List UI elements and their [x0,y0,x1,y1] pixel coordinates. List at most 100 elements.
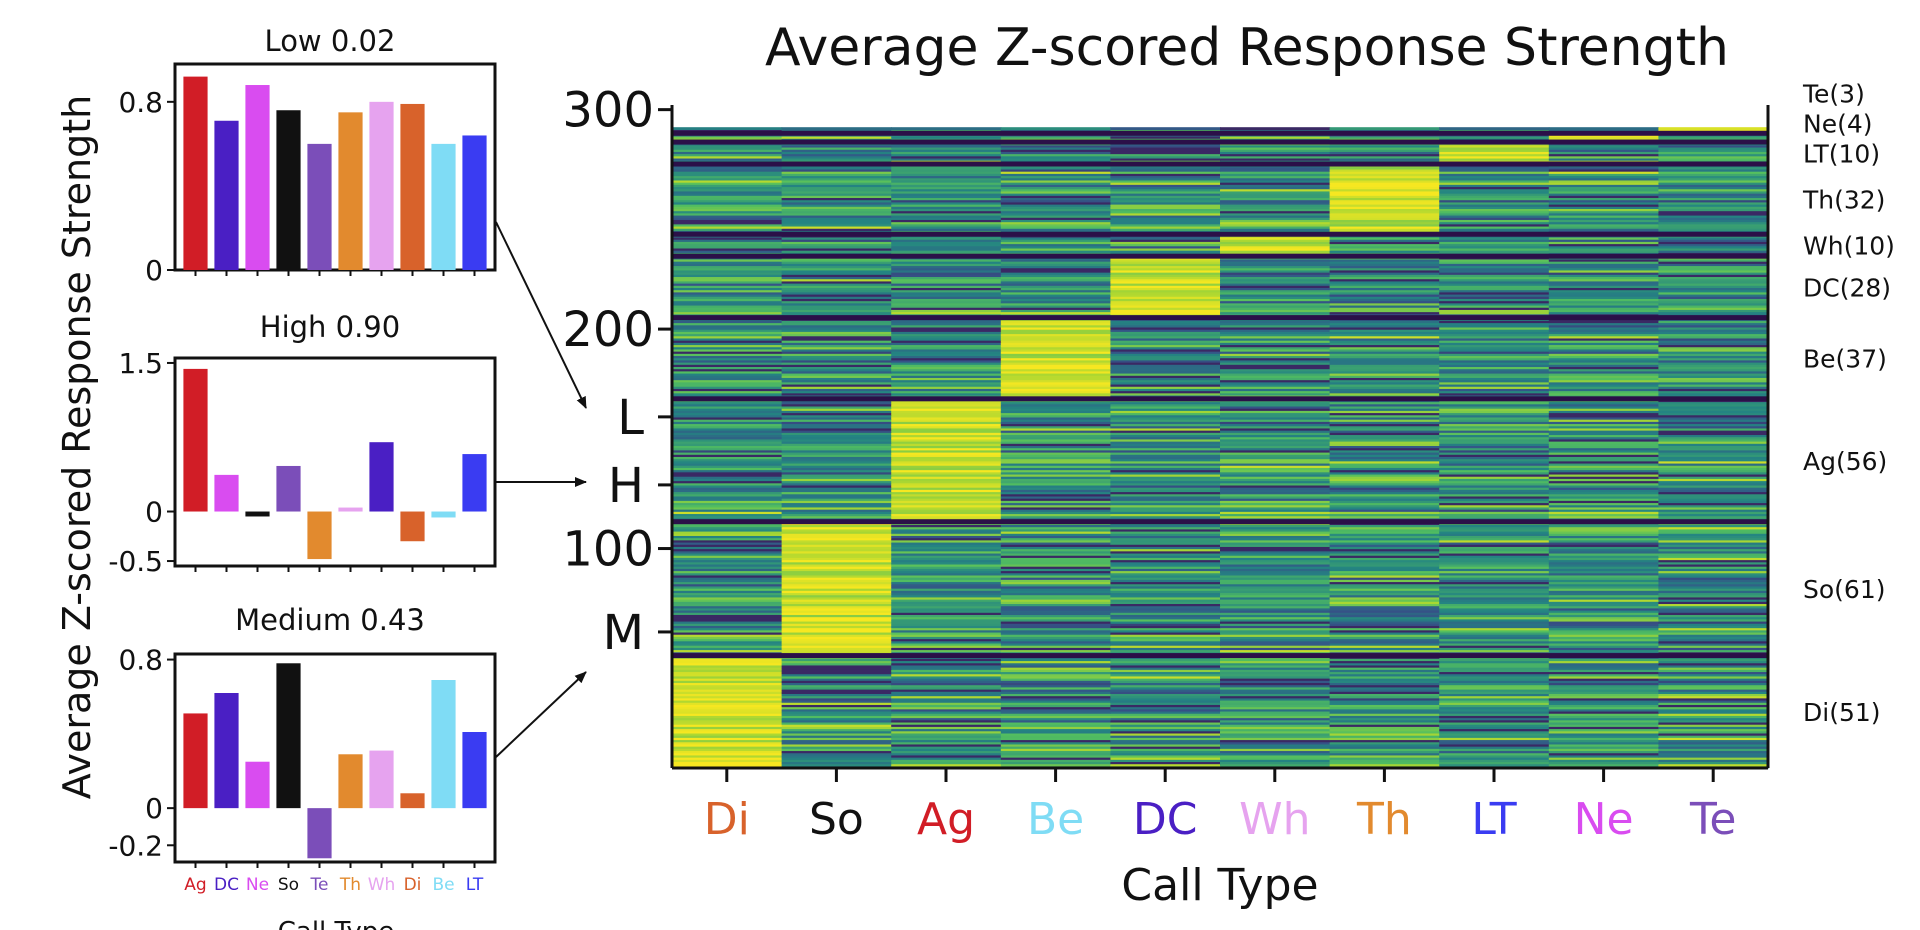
heatmap-cell [1658,274,1769,278]
heatmap-cell [1439,372,1550,376]
heatmap-cell [672,280,783,284]
heatmap-cell [672,550,783,554]
heatmap-cell [1000,645,1111,648]
heatmap-cell [891,392,1002,396]
heatmap-cell [1548,693,1659,697]
heatmap-cell [1220,642,1331,646]
heatmap-cell [1110,342,1221,346]
heatmap-cell [1658,737,1769,741]
heatmap-cell [891,454,1002,457]
heatmap-cell [1000,469,1111,473]
heatmap-cell [1000,491,1111,495]
heatmap-cell [891,627,1002,631]
heatmap-cell [781,737,892,741]
heatmap-cell [1110,285,1221,288]
heatmap-cell [1110,465,1221,468]
heatmap-cell [891,228,1002,231]
heatmap-cell [672,333,783,337]
heatmap-cell [672,660,783,664]
bar-so [276,110,301,270]
heatmap-cell [1329,225,1440,229]
heatmap-cell [1439,179,1550,183]
heatmap-cell [672,166,783,170]
heatmap-cell [781,642,892,646]
heatmap-cell [672,383,783,387]
heatmap-cell [1000,401,1111,405]
heatmap-cell [1548,715,1659,719]
heatmap-cell [891,300,1002,304]
heatmap-cell [1000,348,1111,352]
heatmap-cell [1439,311,1550,315]
heatmap-cell [1439,544,1550,547]
heatmap-cell [781,239,892,242]
heatmap-cell [1329,642,1440,646]
bar-be [431,680,456,809]
heatmap-cell [1439,763,1550,767]
heatmap-cell [672,688,783,692]
heatmap-cell [1439,296,1550,299]
heatmap-cell [1658,640,1769,644]
heatmap-cell [672,504,783,508]
heatmap-cell [1329,333,1440,337]
heatmap-cell [672,680,783,684]
heatmap-cell [891,526,1002,530]
heatmap-cell [891,414,1002,418]
heatmap-cell [891,309,1002,313]
heatmap-cell [1329,636,1440,640]
heatmap-cell [1329,208,1440,212]
heatmap-cell [891,346,1002,350]
heatmap-cell [1110,337,1221,341]
heatmap-cell [1658,309,1769,313]
heatmap-cell [1439,401,1550,405]
heatmap-cell [1220,421,1331,425]
heatmap-cell [1658,647,1769,651]
heatmap-cell [1329,710,1440,714]
heatmap-cell [1000,375,1111,378]
heatmap-cell [781,405,892,409]
heatmap-cell [1439,250,1550,253]
heatmap-cell [1329,548,1440,552]
heatmap-cell [891,366,1002,370]
heatmap-cell [1658,250,1769,253]
heatmap-cell [1220,285,1331,288]
heatmap-cell [1329,390,1440,394]
heatmap-cell [891,588,1002,591]
heatmap-cell [781,548,892,552]
panel-low-title: Low 0.02 [265,24,396,58]
y-tick-label: 0 [145,792,163,825]
heatmap-cell [781,645,892,648]
bar-dc [214,693,239,809]
heatmap-cell [1000,476,1111,479]
heatmap-cell [781,528,892,532]
heatmap-cell [1439,620,1550,624]
heatmap-cell [1000,506,1111,510]
heatmap-cell [1439,636,1550,640]
heatmap-cell [1110,168,1221,172]
heatmap-cell [1220,322,1331,326]
heatmap-cell [891,476,1002,479]
heatmap-cell [1220,728,1331,732]
heatmap-cell [891,623,1002,626]
heatmap-cell [1439,197,1550,201]
heatmap-cell [1000,269,1111,273]
heatmap-cell [1658,669,1769,673]
heatmap-cell [1548,144,1659,148]
heatmap-cell [1329,699,1440,703]
heatmap-cell [1220,495,1331,499]
heatmap-cell [781,357,892,361]
heatmap-cell [1000,704,1111,708]
heatmap-cell [1329,179,1440,183]
heatmap-cell [1548,423,1659,427]
heatmap-cell [1329,127,1440,130]
heatmap-cell [1439,667,1550,670]
heatmap-cell [1439,149,1550,152]
x-tick-label-lt: LT [1471,794,1516,845]
heatmap-cell [1329,177,1440,181]
heatmap-cell [891,155,1002,159]
heatmap-cell [1329,383,1440,387]
heatmap-cell [1439,697,1550,701]
heatmap-cell [1329,570,1440,574]
heatmap-cell [1329,664,1440,668]
heatmap-cell [781,515,892,519]
heatmap-cell [1220,353,1331,357]
